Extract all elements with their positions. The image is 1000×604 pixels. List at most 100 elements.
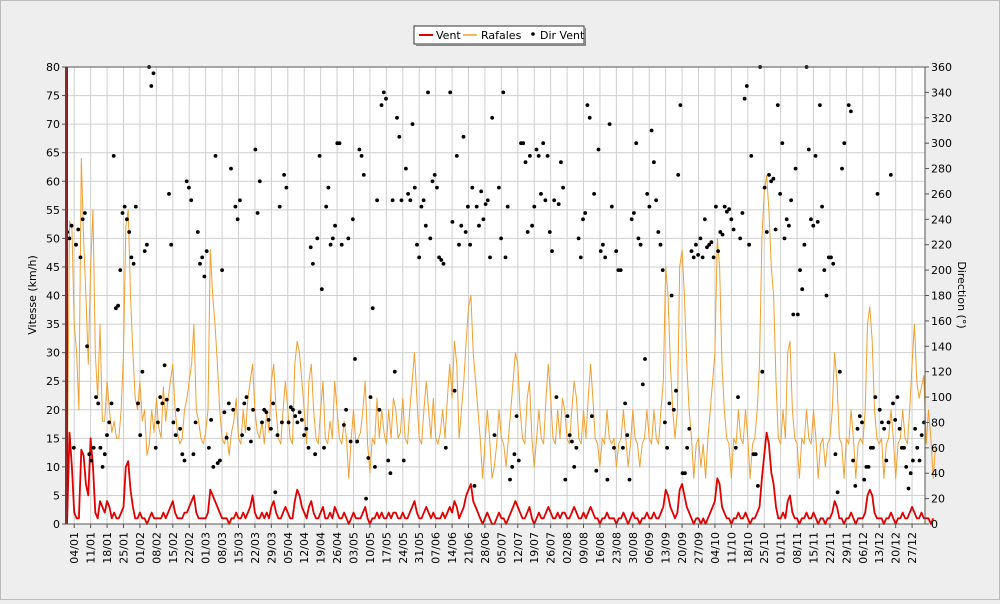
series-dir-vent-point <box>711 255 716 260</box>
series-dir-vent-point <box>80 217 85 222</box>
series-dir-vent-point <box>857 414 862 418</box>
series-dir-vent-point <box>563 477 568 482</box>
series-dir-vent-point <box>629 217 634 222</box>
series-dir-vent-point <box>523 160 528 165</box>
series-dir-vent-point <box>198 261 202 266</box>
series-dir-vent-point <box>224 435 229 440</box>
series-dir-vent-point <box>459 223 464 228</box>
series-dir-vent-point <box>448 90 453 95</box>
series-dir-vent-point <box>545 154 550 158</box>
series-dir-vent-point <box>911 458 915 463</box>
series-dir-vent-point <box>344 407 348 412</box>
series-dir-vent-point <box>860 420 864 425</box>
series-dir-vent-point <box>886 420 891 425</box>
series-dir-vent-point <box>293 414 298 418</box>
series-dir-vent-point <box>700 255 705 260</box>
series-dir-vent-point <box>585 103 590 107</box>
series-dir-vent-point <box>607 122 612 126</box>
series-dir-vent-point <box>450 220 455 224</box>
series-dir-vent-point <box>105 433 109 437</box>
series-dir-vent-point <box>891 401 895 406</box>
series-dir-vent-point <box>235 217 240 222</box>
y-tick-label: 0 <box>53 518 60 531</box>
series-dir-vent-point <box>116 303 120 308</box>
series-dir-vent-point <box>359 154 364 158</box>
y2-tick-label: 180 <box>931 290 952 303</box>
series-dir-vent-point <box>430 179 435 184</box>
series-dir-vent-point <box>709 240 714 245</box>
series-dir-vent-point <box>264 410 269 415</box>
y-tick-label: 15 <box>46 432 60 445</box>
x-tick-label: 08/02 <box>150 532 163 564</box>
series-dir-vent-point <box>156 420 160 425</box>
series-dir-vent-point <box>158 395 163 399</box>
series-dir-vent-point <box>645 192 650 196</box>
series-dir-vent-point <box>813 154 818 158</box>
series-dir-vent-point <box>835 490 840 495</box>
series-dir-vent-point <box>632 211 636 215</box>
series-dir-vent-point <box>793 166 798 171</box>
series-dir-vent-point <box>853 484 858 488</box>
x-tick-label: 27/12 <box>906 532 919 564</box>
series-dir-vent-point <box>753 452 758 457</box>
series-dir-vent-point <box>760 369 765 374</box>
series-dir-vent-point <box>111 154 116 158</box>
series-dir-vent-point <box>846 103 851 107</box>
series-dir-vent-point <box>510 465 515 469</box>
series-dir-vent-point <box>184 179 189 184</box>
series-dir-vent-point <box>598 249 603 254</box>
x-tick-label: 12/04 <box>298 532 311 564</box>
series-dir-vent-point <box>226 401 231 406</box>
y2-tick-label: 120 <box>931 366 952 379</box>
series-dir-vent-point <box>348 439 353 444</box>
x-tick-label: 04/10 <box>709 532 722 564</box>
series-dir-vent-point <box>625 433 630 437</box>
y2-tick-label: 240 <box>931 213 952 226</box>
x-tick-label: 29/03 <box>265 532 278 564</box>
y2-tick-label: 320 <box>931 112 952 125</box>
series-dir-vent-point <box>202 274 207 279</box>
series-dir-vent-point <box>361 173 366 177</box>
y-axis-title: Vitesse (km/h) <box>26 255 39 335</box>
x-tick-label: 08/03 <box>216 532 229 564</box>
series-dir-vent-point <box>913 426 917 431</box>
series-dir-vent-point <box>831 261 836 266</box>
series-dir-vent-point <box>291 407 295 412</box>
series-dir-vent-point <box>915 445 920 450</box>
series-dir-vent-point <box>322 445 326 450</box>
series-dir-vent-point <box>368 395 373 399</box>
series-dir-vent-point <box>277 204 282 209</box>
series-dir-vent-point <box>866 465 871 469</box>
series-dir-vent-point <box>481 217 486 222</box>
series-dir-vent-point <box>902 445 906 450</box>
series-dir-vent-point <box>809 217 813 222</box>
series-dir-vent-point <box>435 185 439 190</box>
y2-tick-label: 360 <box>931 61 952 74</box>
series-dir-vent-point <box>461 134 466 139</box>
series-dir-vent-point <box>94 395 98 399</box>
series-dir-vent-point <box>824 293 829 298</box>
series-dir-vent-point <box>257 179 262 184</box>
series-dir-vent-point <box>705 245 709 250</box>
series-dir-vent-point <box>432 173 437 177</box>
series-dir-vent-point <box>764 230 769 234</box>
series-dir-vent-point <box>260 420 264 425</box>
series-dir-vent-point <box>441 261 446 266</box>
series-dir-vent-point <box>457 242 461 247</box>
series-dir-vent-point <box>919 433 924 437</box>
series-dir-vent-point <box>503 255 508 260</box>
series-dir-vent-point <box>485 198 490 203</box>
series-dir-vent-point <box>251 407 256 412</box>
series-dir-vent-point <box>497 185 501 190</box>
x-tick-label: 22/03 <box>249 532 262 564</box>
x-tick-label: 08/11 <box>791 532 804 564</box>
series-dir-vent-point <box>543 198 548 203</box>
x-tick-label: 18/01 <box>101 532 114 564</box>
series-dir-vent-point <box>89 458 94 463</box>
series-dir-vent-point <box>392 369 397 374</box>
series-dir-vent-point <box>408 198 413 203</box>
series-dir-vent-point <box>738 236 743 241</box>
series-dir-vent-point <box>490 115 495 120</box>
series-dir-vent-point <box>570 439 574 444</box>
series-dir-vent-point <box>346 236 351 241</box>
